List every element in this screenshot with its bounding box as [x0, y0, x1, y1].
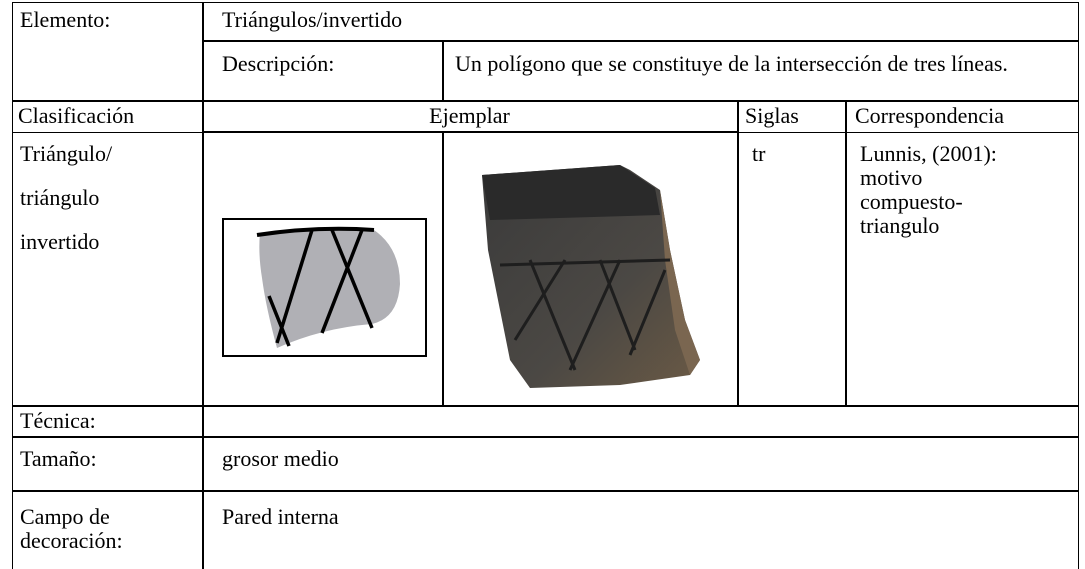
header: Siglas	[745, 103, 799, 128]
label: Descripción:	[222, 51, 335, 76]
cell	[442, 40, 1079, 102]
value: grosor medio	[222, 446, 339, 471]
value: Triángulos/invertido	[222, 7, 403, 32]
reference: motivo	[860, 165, 923, 190]
value: Pared interna	[222, 504, 339, 529]
cell	[202, 436, 1079, 492]
cell	[202, 2, 1079, 42]
code: tr	[752, 141, 766, 166]
cell	[12, 2, 204, 102]
cell	[12, 100, 204, 133]
cell	[12, 405, 204, 438]
motif-drawing	[222, 218, 427, 357]
cell	[845, 100, 1079, 133]
cell	[202, 405, 1079, 438]
classification: triángulo	[20, 185, 100, 210]
header: Ejemplar	[429, 103, 510, 128]
reference: Lunnis, (2001):	[860, 141, 997, 166]
reference: compuesto-	[860, 189, 963, 214]
cell	[12, 436, 204, 492]
header: Correspondencia	[855, 103, 1005, 128]
label: Técnica:	[20, 408, 96, 433]
cell	[12, 490, 204, 569]
label: Tamaño:	[20, 446, 97, 471]
cell	[202, 131, 444, 407]
cell	[737, 100, 847, 133]
cell	[202, 100, 739, 133]
value: Un polígono que se constituye de la inte…	[455, 51, 1008, 76]
cell	[442, 131, 739, 407]
label: Elemento:	[20, 7, 111, 32]
reference: triangulo	[860, 213, 940, 238]
sherd-photo	[482, 165, 700, 388]
header: Clasificación	[18, 103, 135, 128]
cell	[202, 40, 444, 102]
cell	[202, 490, 1079, 569]
classification: invertido	[20, 229, 100, 254]
classification: Triángulo/	[20, 141, 113, 166]
label: Campo de decoración:	[20, 504, 123, 553]
